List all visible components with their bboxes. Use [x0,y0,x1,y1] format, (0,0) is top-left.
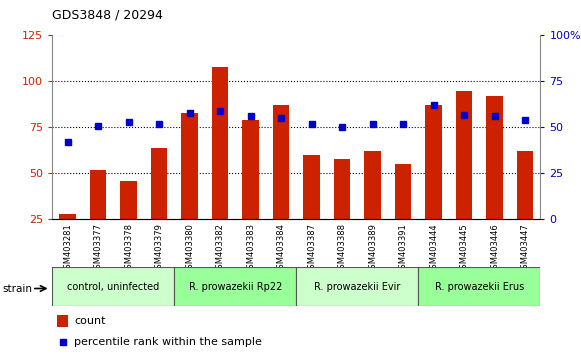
Text: control, uninfected: control, uninfected [67,282,159,292]
Text: GSM403445: GSM403445 [460,223,468,274]
Bar [57,315,68,327]
Bar [150,148,167,219]
Text: GSM403379: GSM403379 [155,223,163,274]
Text: GSM403378: GSM403378 [124,223,133,274]
Text: GSM403383: GSM403383 [246,223,255,274]
Bar [418,267,540,306]
Bar [296,267,418,306]
Bar [456,91,472,219]
Bar [59,214,76,219]
Text: GSM403447: GSM403447 [521,223,529,274]
Bar [425,105,442,219]
Bar [486,96,503,219]
Bar [174,267,296,306]
Bar [181,113,198,219]
Text: R. prowazekii Erus: R. prowazekii Erus [435,282,524,292]
Bar [517,152,533,219]
Bar [211,67,228,219]
Text: GSM403281: GSM403281 [63,223,72,274]
Text: GSM403389: GSM403389 [368,223,377,274]
Bar [303,155,320,219]
Text: GSM403388: GSM403388 [338,223,346,274]
Text: GSM403382: GSM403382 [216,223,224,274]
Bar [242,120,259,219]
Bar [272,105,289,219]
Bar [364,152,381,219]
Text: GSM403377: GSM403377 [94,223,102,274]
Bar [333,159,350,219]
Text: GSM403446: GSM403446 [490,223,499,274]
Bar [394,164,411,219]
Text: R. prowazekii Rp22: R. prowazekii Rp22 [189,282,282,292]
Text: count: count [74,316,106,326]
Text: GDS3848 / 20294: GDS3848 / 20294 [52,9,163,22]
Text: strain: strain [3,284,33,293]
Bar [89,170,106,219]
Text: GSM403384: GSM403384 [277,223,285,274]
Text: GSM403444: GSM403444 [429,223,438,274]
Text: GSM403391: GSM403391 [399,223,407,274]
Text: percentile rank within the sample: percentile rank within the sample [74,337,262,347]
Text: R. prowazekii Evir: R. prowazekii Evir [314,282,400,292]
Bar [120,181,137,219]
Text: GSM403380: GSM403380 [185,223,194,274]
Text: GSM403387: GSM403387 [307,223,316,274]
Bar [52,267,174,306]
